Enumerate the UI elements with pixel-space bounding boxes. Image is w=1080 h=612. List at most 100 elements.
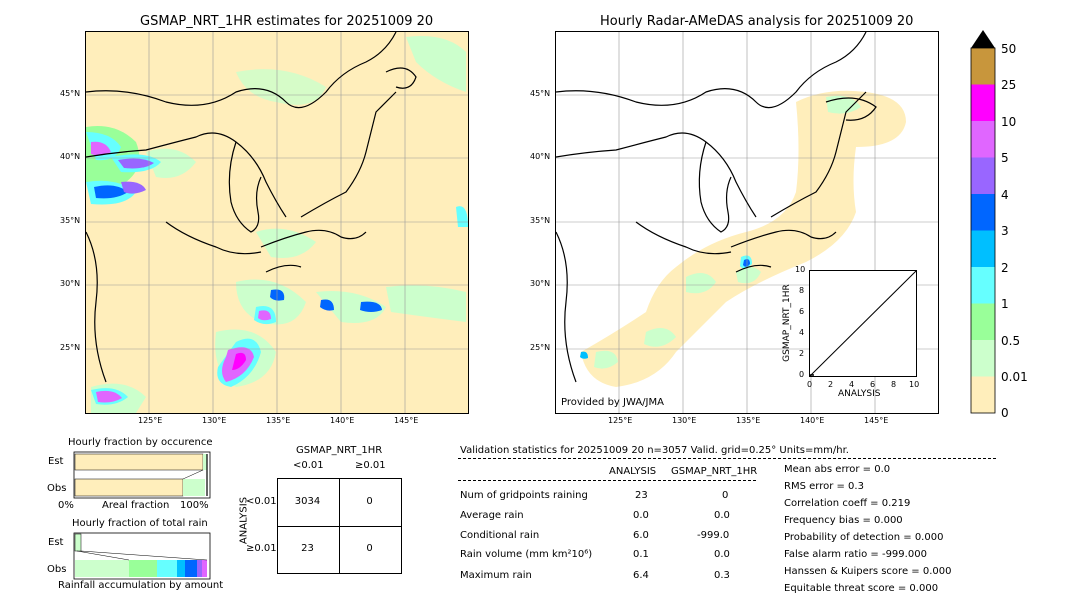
inset-y-tick: 6	[799, 307, 805, 316]
colorbar-segment	[971, 84, 995, 121]
inset-x-tick: 4	[849, 380, 855, 389]
est-label: Est	[48, 456, 64, 467]
total-rain-bars	[73, 532, 211, 580]
col-analysis-header: ANALYSIS	[609, 466, 657, 477]
left-lon-label: 140°E	[330, 416, 355, 425]
right-map: Provided by JWA/JMA	[555, 31, 939, 414]
left-lat-label: 25°N	[60, 343, 81, 352]
left-lon-label: 130°E	[202, 416, 227, 425]
left-lon-label: 135°E	[266, 416, 291, 425]
stat-gsmap: 0.0	[714, 549, 730, 560]
stat-gsmap: 0.0	[714, 510, 730, 521]
inset-y-tick: 10	[795, 265, 806, 274]
colorbar-segment	[971, 48, 995, 85]
stat-label: Num of gridpoints raining	[460, 490, 588, 501]
right-lat-label: 25°N	[530, 343, 551, 352]
colorbar-label: 50	[1001, 42, 1017, 56]
rain-accum-footer: Rainfall accumulation by amount	[58, 580, 224, 591]
inset-xlabel: ANALYSIS	[838, 389, 881, 399]
colorbar-label: 2	[1001, 261, 1009, 275]
inset-scatter	[809, 270, 917, 377]
left-map	[85, 31, 469, 414]
contingency-row-ge: ≥0.01	[246, 543, 277, 554]
contingency-cell: 0	[366, 496, 373, 507]
inset-x-tick: 8	[891, 380, 897, 389]
contingency-col-ge: ≥0.01	[355, 460, 386, 471]
right-map-svg	[556, 32, 938, 413]
right-lon-label: 125°E	[608, 416, 633, 425]
contingency-col-lt: <0.01	[293, 460, 324, 471]
left-map-svg	[86, 32, 468, 413]
colorbar-label: 3	[1001, 224, 1009, 238]
colorbar	[970, 30, 996, 414]
inset-x-tick: 0	[807, 380, 813, 389]
validation-header: Validation statistics for 20251009 20 n=…	[460, 445, 849, 456]
inset-x-tick: 2	[828, 380, 834, 389]
contingency-title: GSMAP_NRT_1HR	[296, 445, 383, 456]
fraction-occ-title: Hourly fraction by occurence	[68, 437, 213, 448]
colorbar-segment	[971, 376, 995, 413]
colorbar-label: 0.5	[1001, 334, 1021, 348]
est-label-2: Est	[48, 537, 64, 548]
validation-divider	[458, 458, 996, 459]
colorbar-label: 5	[1001, 151, 1009, 165]
colorbar-label: 0.01	[1001, 370, 1028, 384]
score-line: RMS error = 0.3	[784, 481, 864, 492]
axis-mid-label: Areal fraction	[102, 500, 170, 511]
stat-analysis: 23	[635, 490, 648, 501]
fraction-total-title: Hourly fraction of total rain	[72, 518, 208, 529]
colorbar-label: 25	[1001, 78, 1017, 92]
score-line: Correlation coeff = 0.219	[784, 498, 911, 509]
axis-left-label: 0%	[58, 500, 74, 511]
colorbar-segment	[971, 194, 995, 231]
score-line: Mean abs error = 0.0	[784, 464, 891, 475]
colorbar-segment	[971, 267, 995, 304]
stat-label: Average rain	[460, 510, 524, 521]
colorbar-segment	[971, 121, 995, 158]
left-lat-label: 40°N	[60, 152, 81, 161]
colorbar-segment	[971, 303, 995, 340]
score-line: Probability of detection = 0.000	[784, 532, 944, 543]
right-lon-label: 145°E	[864, 416, 889, 425]
colorbar-segment	[971, 340, 995, 377]
score-line: False alarm ratio = -999.000	[784, 549, 927, 560]
stat-label: Maximum rain	[460, 570, 532, 581]
contingency-cell: 3034	[294, 496, 321, 507]
left-lon-label: 145°E	[394, 416, 419, 425]
stat-label: Rain volume (mm km²10⁶)	[460, 549, 593, 560]
inset-ylabel: GSMAP_NRT_1HR	[782, 284, 792, 362]
score-line: Equitable threat score = 0.000	[784, 583, 939, 594]
colorbar-label: 10	[1001, 115, 1017, 129]
inset-y-tick: 2	[799, 349, 805, 358]
contingency-row-lt: <0.01	[246, 496, 277, 507]
left-map-title: GSMAP_NRT_1HR estimates for 20251009 20	[140, 14, 434, 29]
colorbar-label: 1	[1001, 297, 1009, 311]
stat-gsmap: 0	[722, 490, 729, 501]
inset-x-tick: 10	[909, 380, 920, 389]
obs-label-2: Obs	[47, 564, 67, 575]
inset-y-tick: 0	[799, 370, 805, 379]
stat-gsmap: 0.3	[714, 570, 730, 581]
col-gsmap-header: GSMAP_NRT_1HR	[671, 466, 758, 477]
right-lon-label: 135°E	[736, 416, 761, 425]
right-lat-label: 35°N	[530, 216, 551, 225]
stat-analysis: 0.1	[633, 549, 649, 560]
colorbar-segment	[971, 230, 995, 267]
inset-y-tick: 8	[799, 286, 805, 295]
contingency-cell: 0	[366, 543, 373, 554]
table-divider	[458, 480, 756, 481]
colorbar-label: 0	[1001, 406, 1009, 420]
obs-label: Obs	[47, 483, 67, 494]
left-lat-label: 35°N	[60, 216, 81, 225]
occurrence-bars	[73, 451, 211, 499]
contingency-cell: 23	[301, 543, 314, 554]
right-lat-label: 40°N	[530, 152, 551, 161]
right-lon-label: 140°E	[800, 416, 825, 425]
stat-analysis: 6.0	[633, 530, 649, 541]
left-lon-label: 125°E	[138, 416, 163, 425]
left-lat-label: 45°N	[60, 89, 81, 98]
inset-y-tick: 4	[799, 328, 805, 337]
colorbar-segment	[971, 157, 995, 194]
right-lon-label: 130°E	[672, 416, 697, 425]
stat-analysis: 6.4	[633, 570, 649, 581]
